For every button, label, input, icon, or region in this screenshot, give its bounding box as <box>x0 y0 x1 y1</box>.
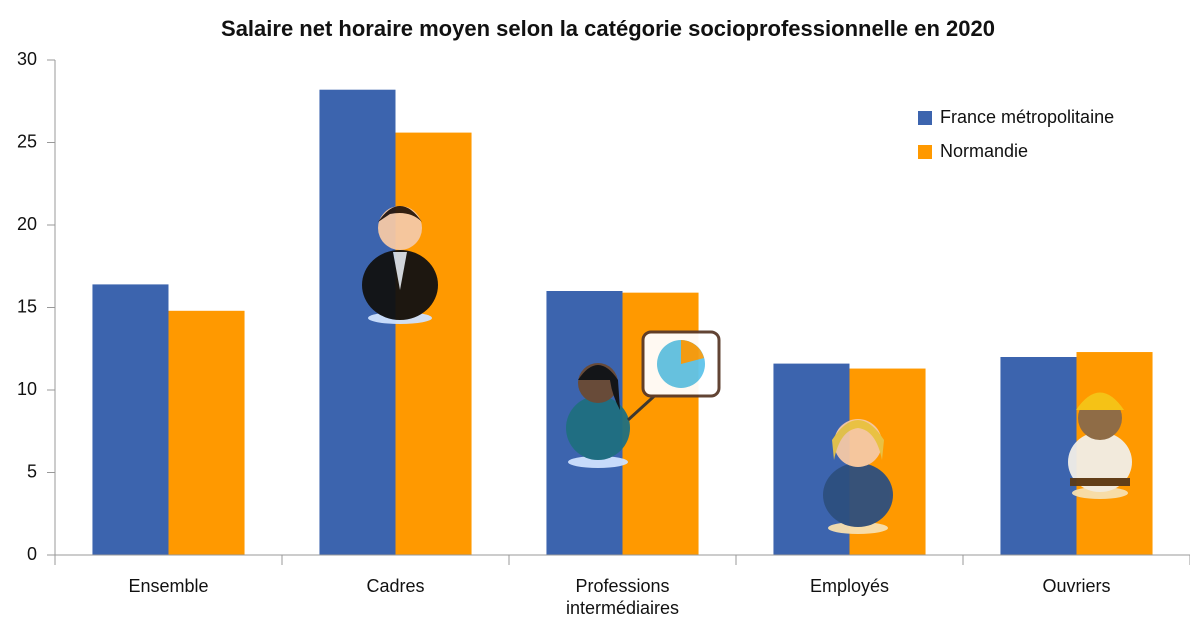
y-tick-label: 30 <box>17 49 37 69</box>
y-tick-label: 25 <box>17 131 37 151</box>
x-tick-label: Ouvriers <box>1042 576 1111 596</box>
legend-swatch <box>918 145 932 159</box>
legend-swatch <box>918 111 932 125</box>
worker-icon <box>1068 392 1132 499</box>
y-tick-label: 20 <box>17 214 37 234</box>
x-tick-label: Cadres <box>366 576 425 596</box>
y-tick-label: 5 <box>27 461 37 481</box>
chart-title: Salaire net horaire moyen selon la catég… <box>221 16 995 41</box>
x-tick-label: Employés <box>809 576 890 596</box>
bar <box>395 132 472 555</box>
bar <box>1000 357 1077 555</box>
bar <box>773 363 850 555</box>
legend-label: France métropolitaine <box>940 107 1114 127</box>
y-tick-label: 10 <box>17 379 37 399</box>
bar <box>92 284 169 555</box>
presenter-icon <box>566 330 721 468</box>
legend-label: Normandie <box>940 141 1028 161</box>
cadre-icon <box>362 206 438 324</box>
y-tick-label: 15 <box>17 296 37 316</box>
x-tick-label: Professions intermédiaires <box>565 576 680 618</box>
y-tick-label: 0 <box>27 544 37 564</box>
illustrations <box>362 206 1132 534</box>
x-tick-label: Ensemble <box>128 576 209 596</box>
bar <box>168 310 245 555</box>
employee-icon <box>823 419 893 534</box>
